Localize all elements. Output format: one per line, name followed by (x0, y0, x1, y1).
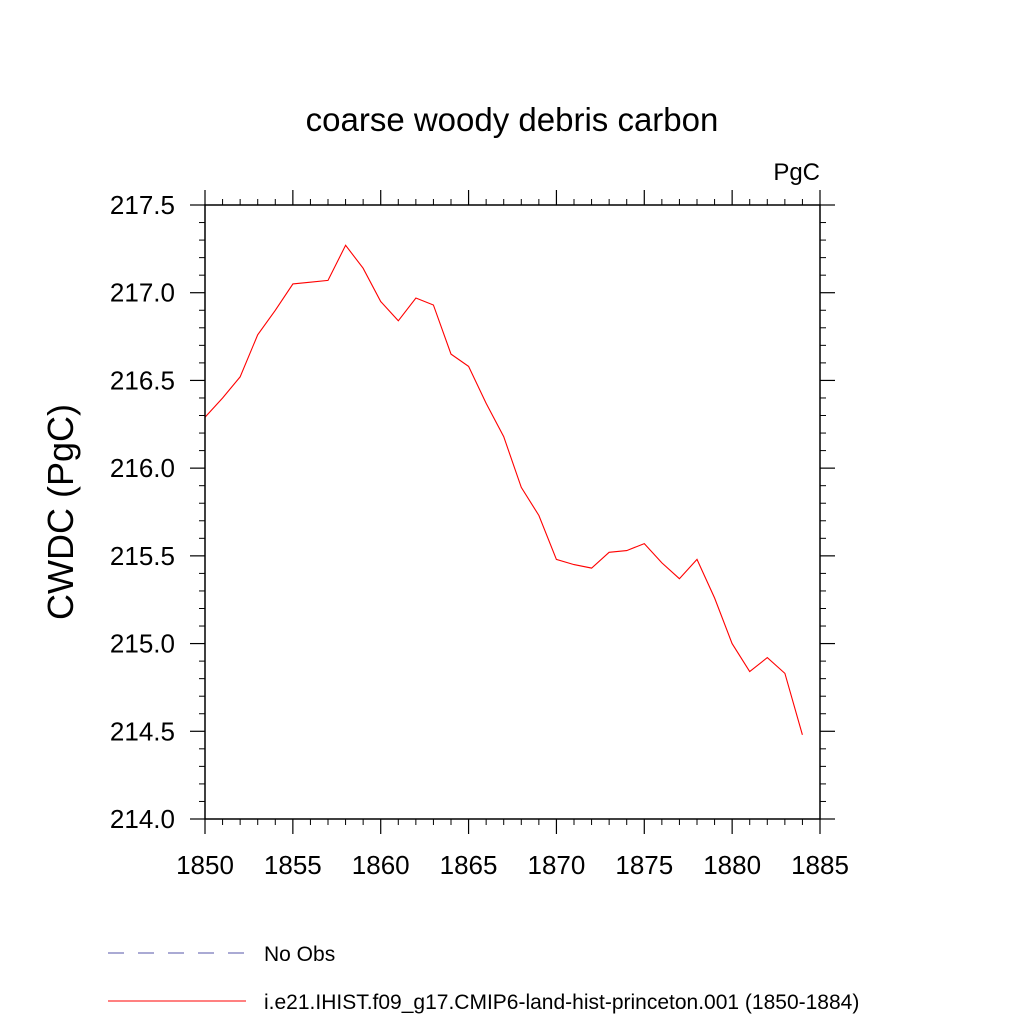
y-axis-label: CWDC (PgC) (40, 404, 81, 620)
legend: No Obs i.e21.IHIST.f09_g17.CMIP6-land-his… (108, 943, 859, 1014)
x-tick-label: 1850 (176, 850, 234, 880)
y-tick-label: 214.5 (110, 716, 175, 746)
y-tick-label: 215.0 (110, 629, 175, 659)
x-tick-label: 1855 (264, 850, 322, 880)
x-tick-label: 1865 (440, 850, 498, 880)
x-tick-label: 1875 (615, 850, 673, 880)
x-axis: 1850 1855 1860 1865 1870 1875 1880 1885 (176, 190, 849, 880)
x-tick-label: 1870 (528, 850, 586, 880)
series-line (204, 244, 803, 735)
y-tick-label: 216.5 (110, 365, 175, 395)
plot-frame (204, 204, 821, 820)
y-tick-label: 215.5 (110, 541, 175, 571)
y-tick-label: 214.0 (110, 804, 175, 834)
x-tick-label: 1880 (703, 850, 761, 880)
y-axis: 214.0 214.5 215.0 215.5 216.0 216.5 217.0 217.5 (110, 190, 835, 834)
y-tick-label: 216.0 (110, 453, 175, 483)
x-tick-label: 1885 (791, 850, 849, 880)
legend-label: No Obs (264, 943, 335, 966)
y-tick-label: 217.0 (110, 278, 175, 308)
chart-title: coarse woody debris carbon (306, 101, 719, 138)
series-layer (204, 244, 803, 735)
units-label: PgC (773, 159, 820, 186)
y-tick-label: 217.5 (110, 190, 175, 220)
x-tick-label: 1860 (352, 850, 410, 880)
legend-label: i.e21.IHIST.f09_g17.CMIP6-land-hist-prin… (264, 991, 859, 1014)
